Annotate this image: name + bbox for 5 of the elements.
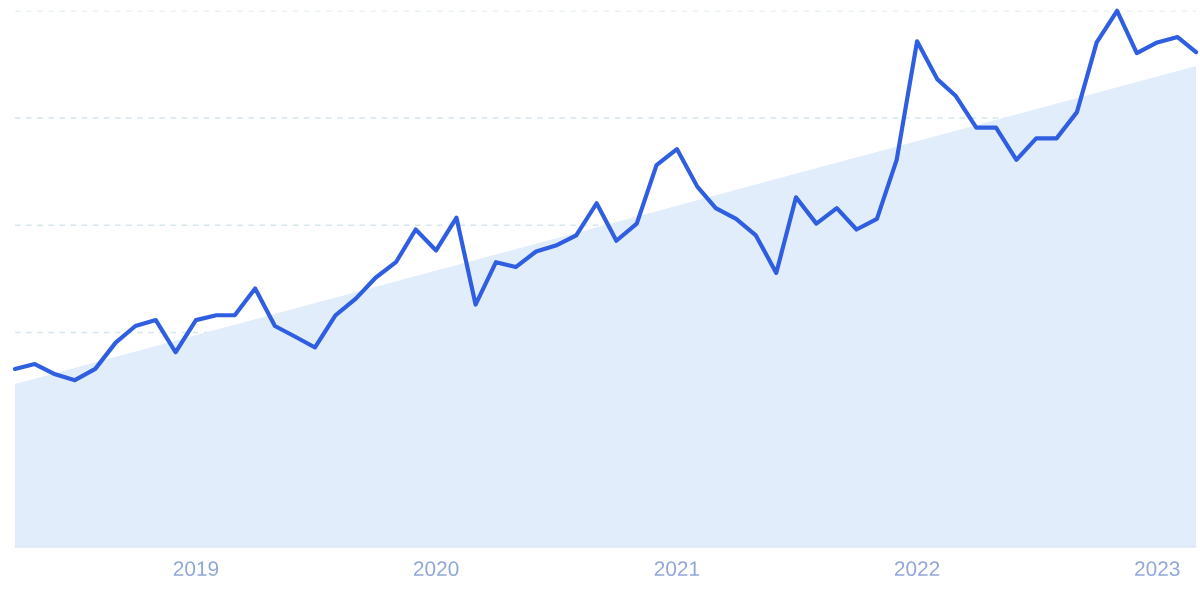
x-tick-label: 2019 (173, 561, 219, 577)
x-tick-label: 2021 (654, 561, 700, 577)
x-tick-label: 2023 (1135, 561, 1180, 577)
x-tick-label: 2022 (894, 561, 940, 577)
x-tick-label: 2020 (413, 561, 459, 577)
